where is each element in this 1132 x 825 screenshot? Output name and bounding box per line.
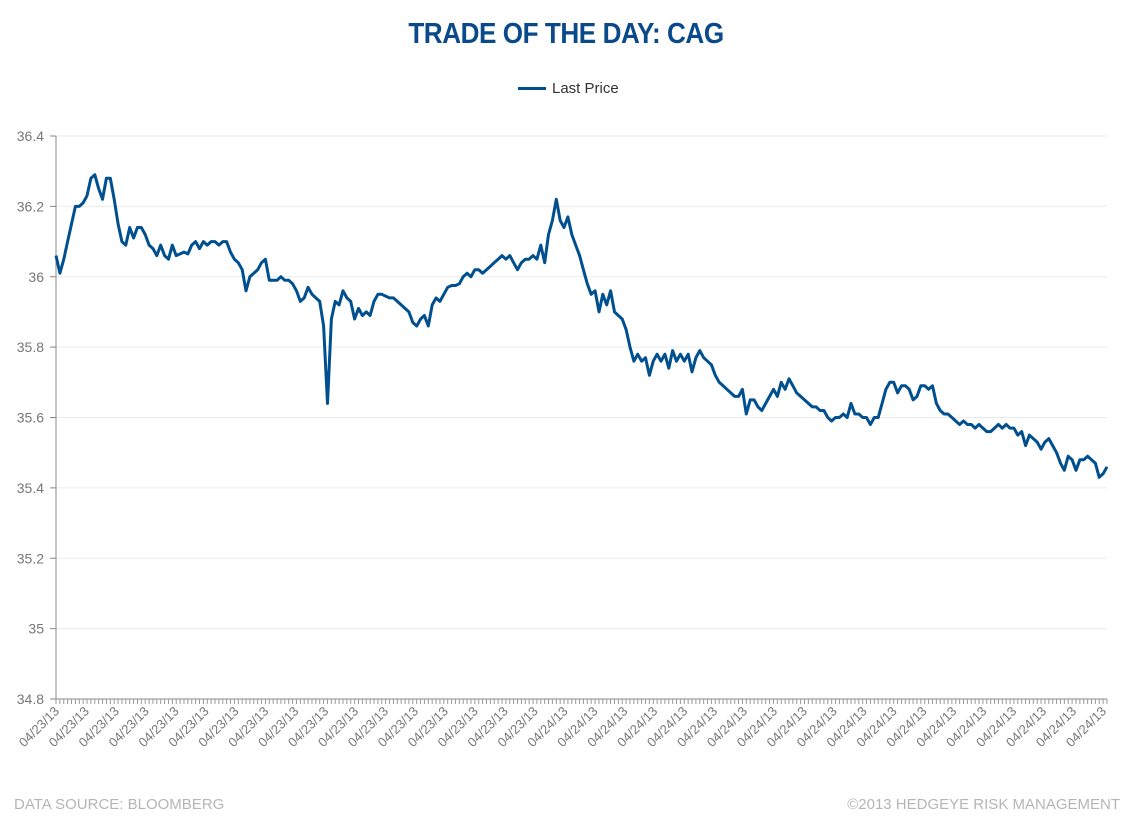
gridlines: [56, 135, 1107, 630]
y-tick-label: 35.4: [17, 480, 44, 496]
y-tick-label: 36: [28, 269, 44, 285]
chart-title: TRADE OF THE DAY: CAG: [408, 18, 724, 50]
legend-swatch-last-price: [518, 87, 546, 90]
y-tick-label: 35.2: [17, 550, 44, 566]
data-source-note: DATA SOURCE: BLOOMBERG: [14, 796, 225, 813]
y-tick-label: 36.2: [17, 198, 44, 214]
copyright-note: ©2013 HEDGEYE RISK MANAGEMENT: [847, 796, 1120, 813]
y-tick-label: 34.8: [17, 691, 44, 707]
legend-label-last-price: Last Price: [552, 80, 619, 97]
y-axis: 36.4 36.2 36 35.8 35.6 35.4 35.2 35 34.8: [17, 128, 57, 707]
y-tick-label: 35: [28, 621, 44, 637]
y-tick-label: 35.6: [17, 410, 44, 426]
y-tick-label: 35.8: [17, 339, 44, 355]
x-axis: 04/23/1304/23/1304/23/1304/23/1304/23/13…: [16, 698, 1109, 750]
series-line-last-price: [54, 173, 1109, 479]
legend: Last Price: [518, 80, 619, 97]
plot-area: [54, 173, 1109, 479]
y-tick-label: 36.4: [17, 128, 44, 144]
